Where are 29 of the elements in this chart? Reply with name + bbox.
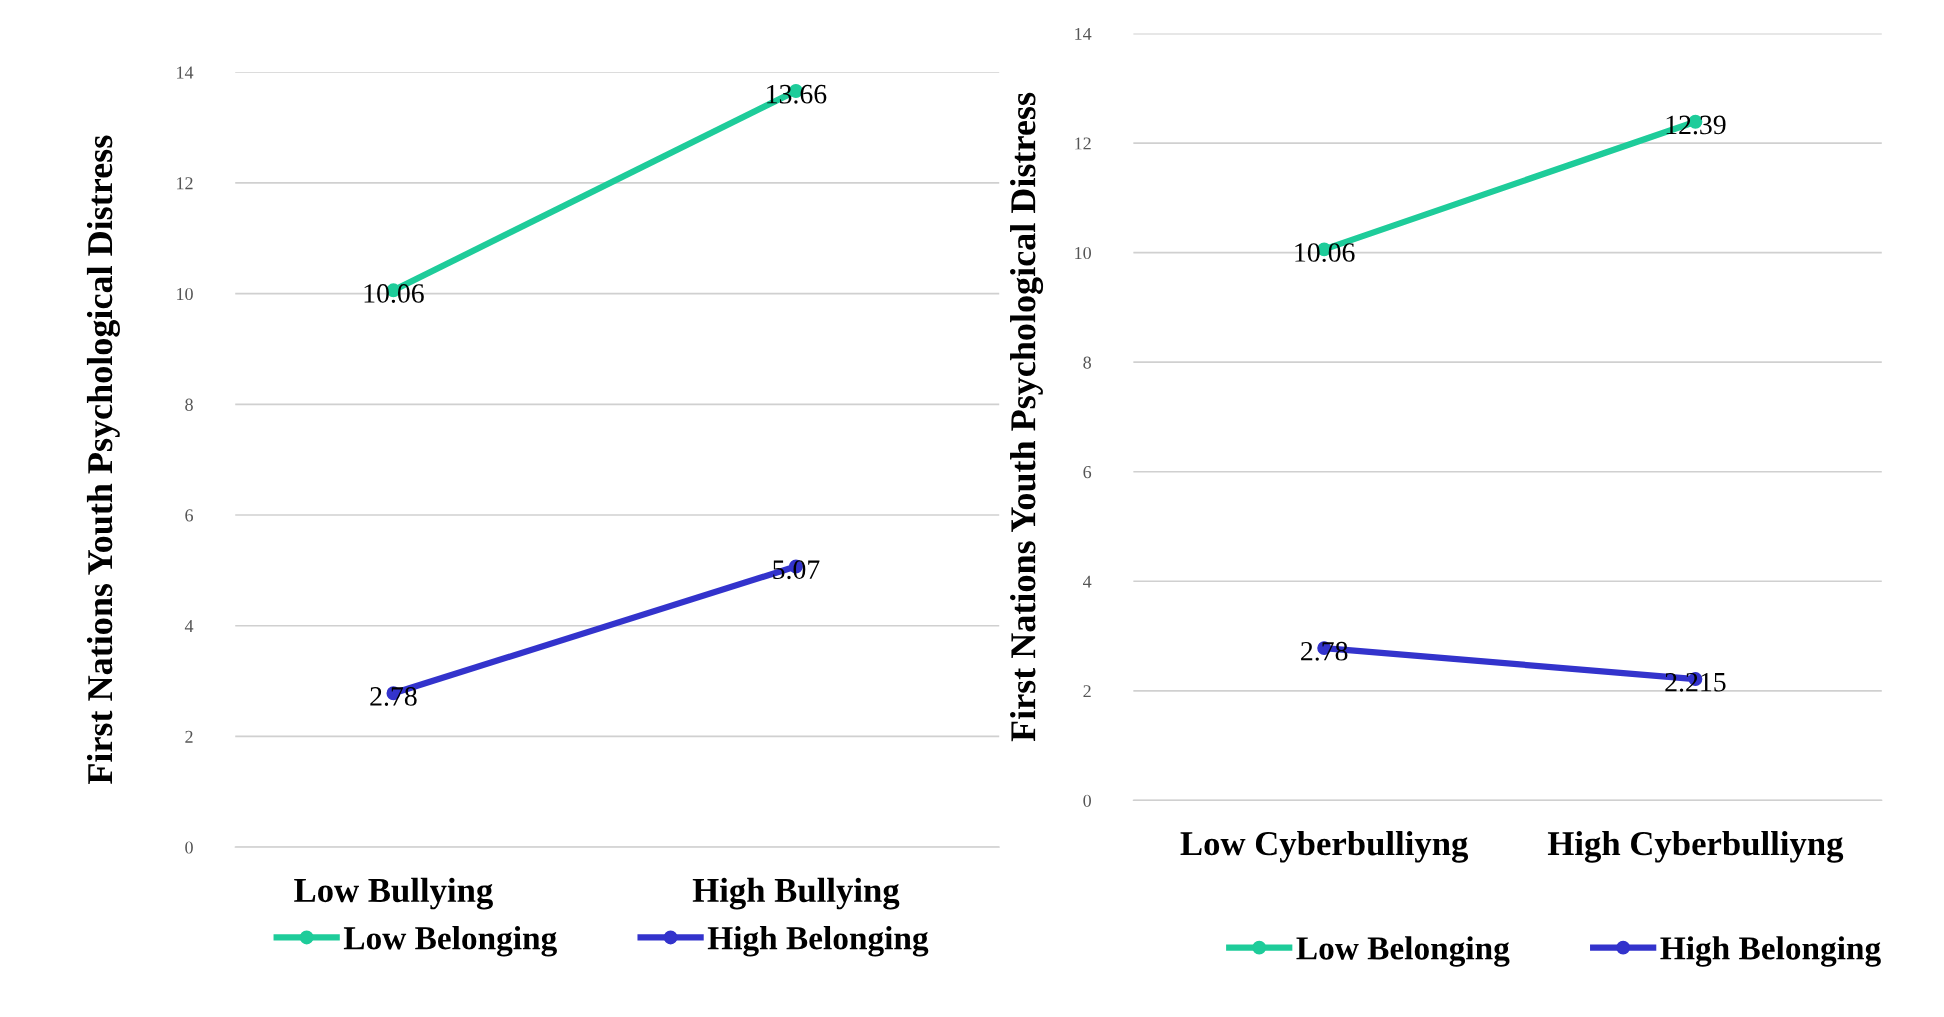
- data-label: 2.78: [370, 687, 417, 706]
- y-tick-label: 8: [1083, 356, 1091, 369]
- legend-label: Low Belonging: [1296, 936, 1510, 967]
- y-tick-label: 2: [185, 730, 193, 743]
- y-tick-label: 14: [177, 66, 194, 79]
- legend-label: High Belonging: [1660, 936, 1881, 967]
- y-tick-label: 0: [1083, 794, 1091, 807]
- x-tick-label: High Bullying: [692, 877, 900, 910]
- legend-label: High Belonging: [707, 926, 929, 957]
- y-tick-label: 12: [1075, 137, 1091, 150]
- y-tick-label: 6: [185, 509, 194, 522]
- y-tick-label: 0: [185, 841, 193, 854]
- y-tick-label: 14: [1075, 27, 1092, 40]
- y-tick-label: 6: [1083, 466, 1092, 479]
- y-tick-label: 4: [184, 620, 194, 633]
- y-tick-label: 10: [1075, 246, 1091, 260]
- data-label: 10.06: [1295, 243, 1355, 262]
- y-tick-label: 2: [1083, 685, 1091, 698]
- y-tick-label: 4: [1083, 575, 1092, 588]
- data-label: 10.06: [364, 284, 424, 303]
- y-tick-label: 8: [185, 398, 193, 411]
- x-tick-label: High Cyberbulliyng: [1547, 830, 1844, 863]
- x-tick-label: Low Bullying: [294, 877, 493, 910]
- y-axis-title: First Nations Youth Psychological Distress: [1010, 92, 1044, 742]
- x-tick-label: Low Cyberbulliyng: [1180, 830, 1469, 863]
- legend-label: Low Belonging: [343, 926, 557, 957]
- y-tick-label: 10: [177, 287, 193, 301]
- y-axis-title: First Nations Youth Psychological Distress: [86, 135, 120, 785]
- y-tick-label: 12: [177, 177, 193, 190]
